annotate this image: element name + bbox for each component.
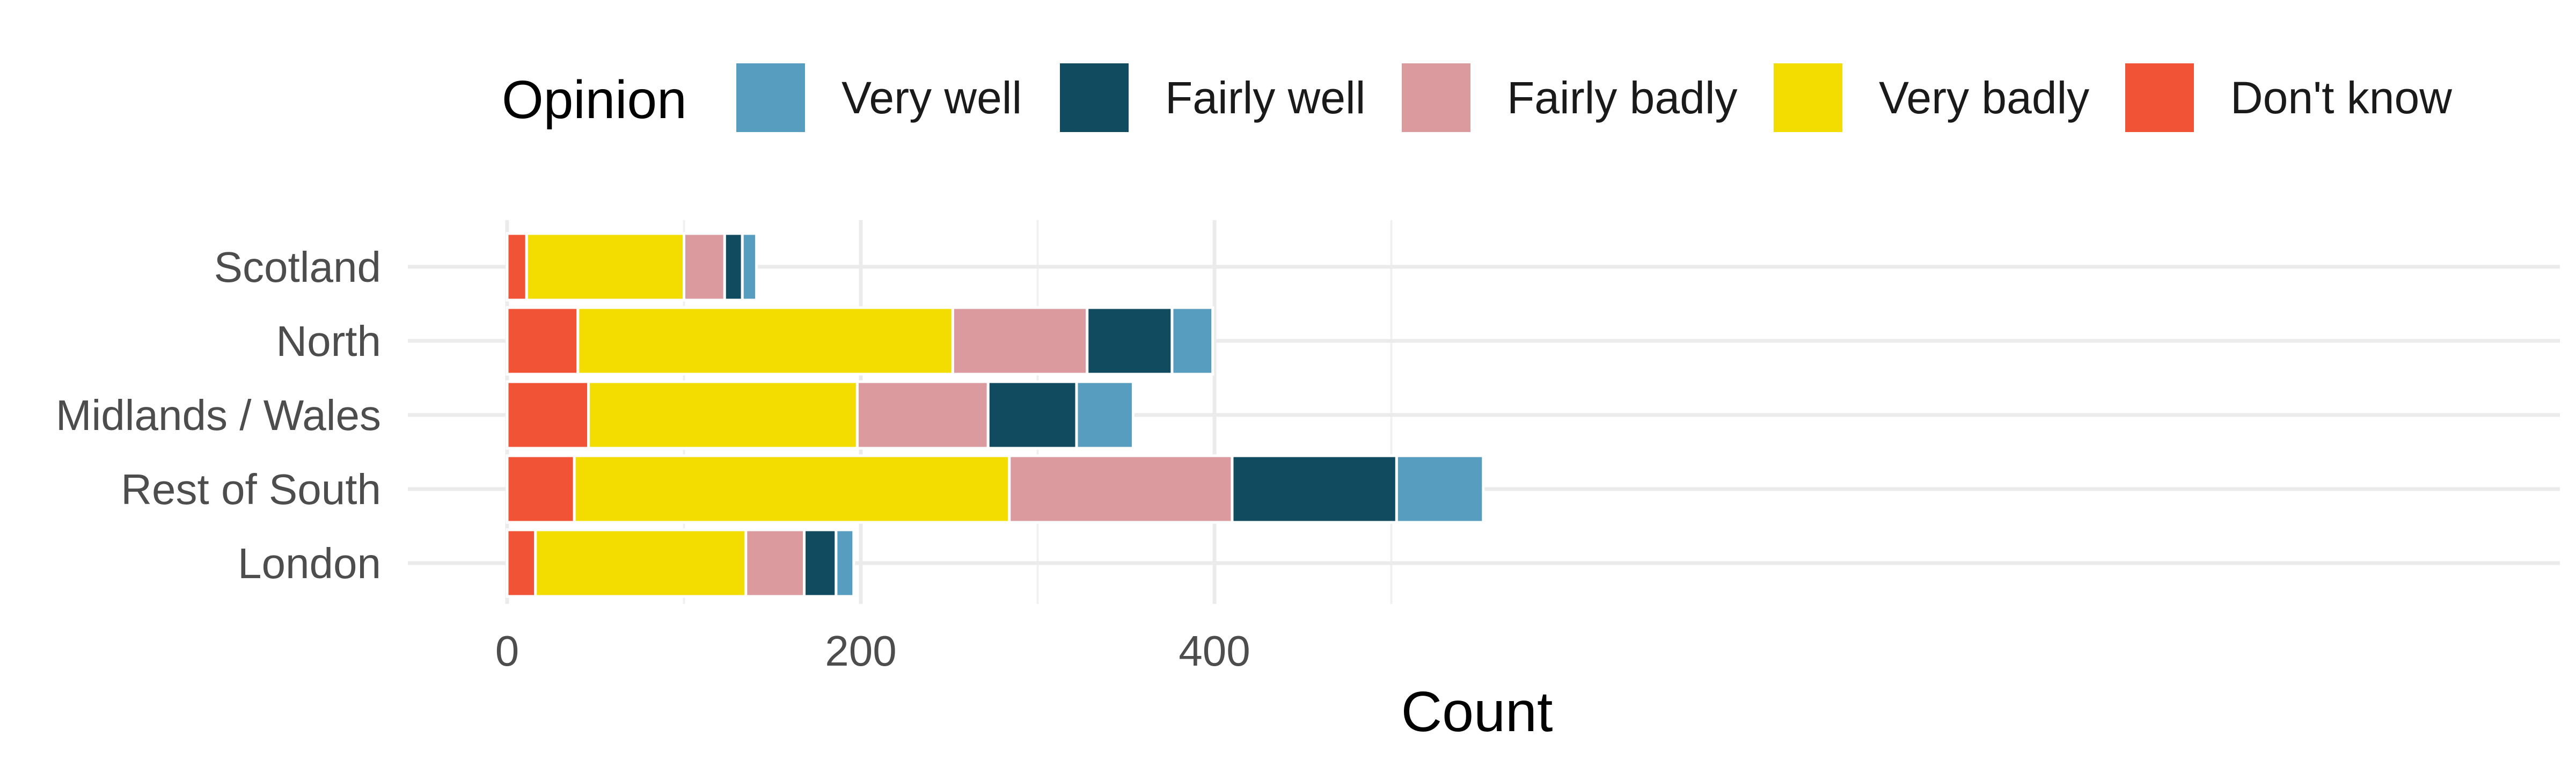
bars-layer xyxy=(506,232,1485,598)
y-tick-label-london: London xyxy=(238,539,381,587)
x-tick-label-200: 200 xyxy=(825,627,896,675)
y-tick-label-midlands-wales: Midlands / Wales xyxy=(56,391,381,439)
bar-segment-london-fairly-well xyxy=(803,528,838,598)
legend-swatch-fairly-badly xyxy=(1402,63,1470,132)
bar-segment-london-very-well xyxy=(835,528,855,598)
bar-segment-midlands-wales-very-badly xyxy=(587,380,859,450)
y-tick-label-rest-of-south: Rest of South xyxy=(121,465,381,513)
bar-segment-midlands-wales-fairly-badly xyxy=(855,380,990,450)
bar-segment-north-very-well xyxy=(1170,306,1214,376)
y-tick-label-scotland: Scotland xyxy=(214,243,381,291)
y-tick-label-north: North xyxy=(276,317,381,365)
bar-segment-rest-of-south-very-well xyxy=(1395,454,1485,524)
x-axis-tick-labels: 0 200 400 xyxy=(495,627,1250,675)
bar-segment-london-don-t-know xyxy=(506,528,537,598)
bar-segment-rest-of-south-fairly-badly xyxy=(1008,454,1234,524)
legend-label-fairly-well: Fairly well xyxy=(1165,72,1365,123)
legend-swatch-very-well xyxy=(736,63,805,132)
bar-segment-rest-of-south-fairly-well xyxy=(1231,454,1398,524)
x-axis-title: Count xyxy=(1401,680,1553,743)
legend-label-very-well: Very well xyxy=(841,72,1022,123)
x-tick-label-400: 400 xyxy=(1179,627,1250,675)
bar-segment-midlands-wales-very-well xyxy=(1075,380,1135,450)
legend: Opinion Very well Fairly well Fairly badly… xyxy=(502,63,2452,132)
bar-segment-scotland-don-t-know xyxy=(506,232,528,302)
bar-segment-london-fairly-badly xyxy=(744,528,806,598)
bar-segment-rest-of-south-very-badly xyxy=(573,454,1011,524)
bar-segment-london-very-badly xyxy=(534,528,748,598)
bar-segment-rest-of-south-don-t-know xyxy=(506,454,576,524)
legend-label-don-t-know: Don't know xyxy=(2230,72,2452,123)
bar-segment-north-don-t-know xyxy=(506,306,580,376)
bar-segment-scotland-fairly-well xyxy=(723,232,744,302)
bar-segment-north-very-badly xyxy=(576,306,954,376)
legend-swatch-very-badly xyxy=(1774,63,1842,132)
legend-swatch-don-t-know xyxy=(2125,63,2194,132)
bar-segment-scotland-very-well xyxy=(741,232,758,302)
bar-segment-north-fairly-badly xyxy=(951,306,1089,376)
bar-segment-midlands-wales-fairly-well xyxy=(986,380,1078,450)
bar-segment-north-fairly-well xyxy=(1086,306,1174,376)
legend-title: Opinion xyxy=(502,70,687,130)
x-tick-label-0: 0 xyxy=(495,627,519,675)
bar-segment-scotland-fairly-badly xyxy=(683,232,726,302)
legend-label-very-badly: Very badly xyxy=(1879,72,2089,123)
bar-segment-midlands-wales-don-t-know xyxy=(506,380,590,450)
bar-segment-scotland-very-badly xyxy=(525,232,685,302)
legend-swatch-fairly-well xyxy=(1060,63,1129,132)
legend-label-fairly-badly: Fairly badly xyxy=(1507,72,1737,123)
y-axis-tick-labels: Scotland North Midlands / Wales Rest of Sou… xyxy=(56,243,381,587)
